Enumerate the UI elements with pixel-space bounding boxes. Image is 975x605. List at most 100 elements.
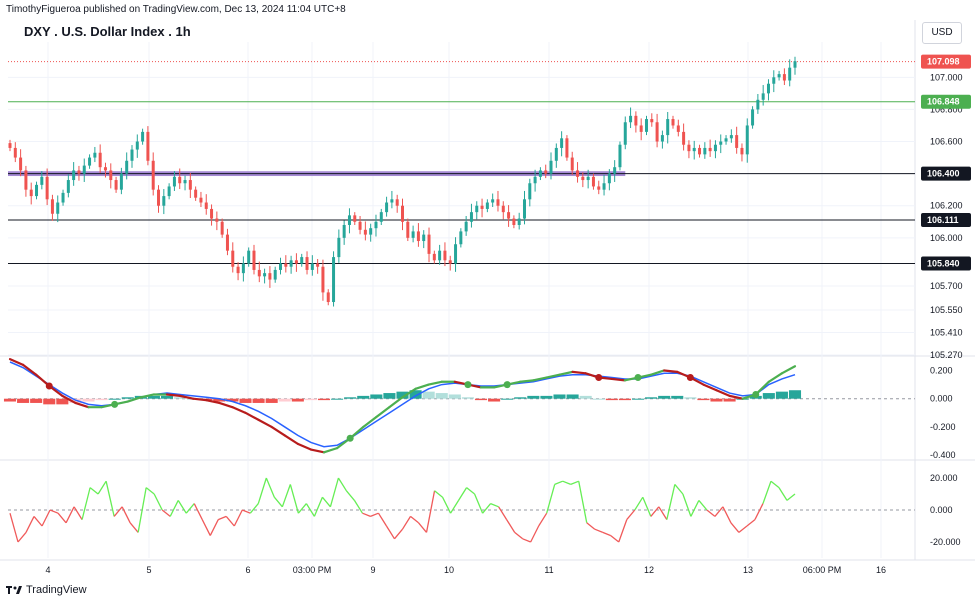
macd-histogram-bar <box>30 398 43 403</box>
macd-histogram-bar <box>95 398 108 401</box>
oscillator-segment <box>626 509 636 521</box>
oscillator-segment <box>490 502 499 508</box>
candle-body <box>326 292 330 303</box>
oscillator-segment <box>129 522 139 533</box>
signal-line-segment <box>388 396 404 409</box>
signal-line-segment <box>205 399 221 405</box>
oscillator-segment <box>594 528 603 534</box>
macd-histogram-bar <box>357 395 370 399</box>
oscillator-segment <box>522 538 531 543</box>
candle-body <box>19 157 23 171</box>
candle-body <box>109 170 113 181</box>
crossover-dot <box>595 374 603 382</box>
chart-canvas[interactable]: 107.000 106.800 106.600 106.400 106.200 106.0… <box>0 0 975 582</box>
candle-body <box>459 231 463 245</box>
price-tick-label: 105.410 <box>930 328 963 338</box>
candle-body <box>713 144 717 152</box>
candle-body <box>538 170 542 177</box>
candle-body <box>172 176 176 187</box>
time-tick-label: 12 <box>644 565 654 575</box>
candle-body <box>93 152 97 158</box>
oscillator-segment <box>377 512 388 527</box>
macd-histogram-bar <box>304 398 317 401</box>
oscillator-segment <box>722 506 732 524</box>
candle-body <box>549 160 553 174</box>
candle-body <box>517 218 521 225</box>
signal-line-segment <box>532 376 548 382</box>
macd-histogram-bar <box>697 398 710 401</box>
candle-body <box>591 176 595 187</box>
candle-body <box>629 115 633 123</box>
oscillator-segment <box>698 499 708 511</box>
signal-line-segment <box>218 401 234 409</box>
price-tags: 107.098 106.848 106.400 106.111 105.840 <box>921 54 971 271</box>
candle-body <box>522 199 526 219</box>
macd-histogram-bar <box>265 398 278 403</box>
oscillator-segment <box>393 528 403 540</box>
oscillator-segment <box>33 515 43 527</box>
candle-body <box>241 263 245 274</box>
oscillator-segment <box>153 493 163 511</box>
tradingview-logo-icon <box>6 586 22 594</box>
candle-body <box>682 131 686 145</box>
candle-body <box>305 257 309 270</box>
oscillator-segment <box>329 477 340 507</box>
oscillator-segment <box>546 484 556 514</box>
time-axis[interactable]: 4 5 6 03:00 PM 9 10 11 12 13 06:00 PM 16 <box>45 565 886 575</box>
oscillator-segment <box>466 487 475 495</box>
oscillator-segment <box>337 477 347 492</box>
oscillator-segment <box>618 519 628 543</box>
candle-body <box>210 208 214 219</box>
oscillator-segment <box>201 519 211 536</box>
candle-body <box>77 170 81 174</box>
price-tag <box>921 256 971 271</box>
macd-histogram-bar <box>605 398 618 401</box>
price-tag <box>921 94 971 109</box>
macd-histogram-bar <box>174 397 187 399</box>
oscillator-segment <box>730 522 740 533</box>
candle-body <box>215 218 219 222</box>
macd-histogram-bar <box>501 398 514 400</box>
currency-button[interactable]: USD <box>922 22 962 44</box>
candle-body <box>294 260 298 264</box>
oscillator-segment <box>473 493 484 514</box>
signal-line-segment <box>375 406 391 419</box>
candle-body <box>310 263 314 270</box>
signal-line-segment <box>257 418 273 429</box>
candle-body <box>353 215 357 222</box>
macd-line <box>9 361 796 448</box>
candle-body <box>687 144 691 152</box>
oscillator-segment <box>786 493 796 501</box>
macd-histogram-bar <box>396 391 409 399</box>
oscillator-segment <box>554 480 563 486</box>
price-axis[interactable]: 107.000 106.800 106.600 106.400 106.200 106.0… <box>930 72 963 547</box>
candle-body <box>735 135 739 148</box>
macd-histogram-bar <box>331 398 344 400</box>
oscillator-segment <box>514 531 524 540</box>
candle-body <box>263 273 267 277</box>
macd-histogram-bar <box>671 395 684 399</box>
candle-body <box>199 197 203 203</box>
macd-histogram-bar <box>108 398 121 400</box>
oscillator-segment <box>281 484 291 508</box>
time-tick-label: 13 <box>743 565 753 575</box>
macd-tick-label: 0.000 <box>930 394 953 404</box>
signal-line-segment <box>767 372 784 383</box>
candle-body <box>13 147 17 158</box>
oscillator-segment <box>313 496 323 517</box>
signal-line-segment <box>192 397 208 402</box>
candle-body <box>565 138 569 158</box>
macd-histogram-bar <box>435 393 448 399</box>
oscillator-segment <box>674 483 684 495</box>
oscillator-segment <box>17 531 27 543</box>
candle-body <box>533 176 537 184</box>
oscillator-segment <box>321 496 331 508</box>
price-tag-label: 106.400 <box>927 169 960 179</box>
oscillator-segment <box>634 496 644 511</box>
oscillator-segment <box>482 503 492 514</box>
candle-body <box>586 176 590 181</box>
price-tag <box>921 213 971 228</box>
oscillator-segment <box>562 480 571 486</box>
macd-histogram-bar <box>3 398 17 402</box>
candle-body <box>576 170 580 177</box>
